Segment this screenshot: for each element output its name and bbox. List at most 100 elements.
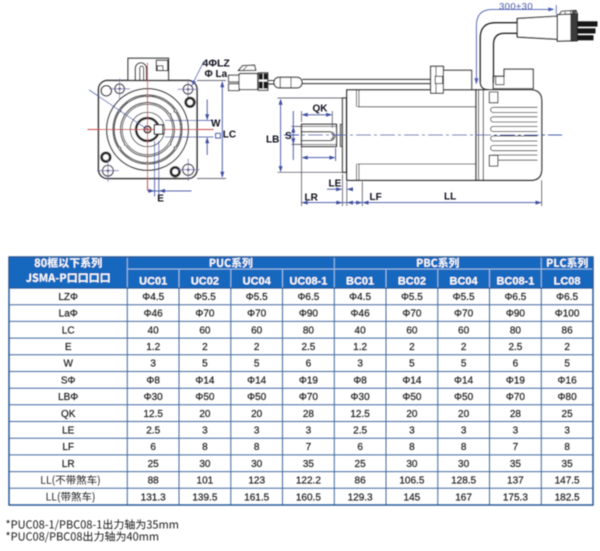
svg-text:30: 30 (458, 459, 470, 470)
svg-text:3: 3 (409, 426, 415, 437)
svg-text:3: 3 (564, 426, 570, 437)
svg-text:60: 60 (406, 325, 418, 336)
svg-text:Φ5.5: Φ5.5 (246, 292, 268, 303)
svg-text:30: 30 (251, 459, 263, 470)
svg-text:2: 2 (254, 342, 260, 353)
svg-text:7: 7 (513, 442, 519, 453)
svg-text:Φ14: Φ14 (247, 375, 267, 386)
svg-text:UC02: UC02 (191, 275, 219, 287)
svg-text:20: 20 (251, 409, 263, 420)
svg-text:Φ19: Φ19 (299, 375, 319, 386)
svg-text:Φ80: Φ80 (558, 392, 578, 403)
svg-text:E: E (65, 342, 72, 353)
svg-text:139.5: 139.5 (192, 492, 217, 503)
svg-text:W: W (211, 119, 221, 130)
svg-text:Φ70: Φ70 (454, 309, 474, 320)
svg-text:QK: QK (313, 104, 329, 115)
svg-text:86: 86 (562, 325, 574, 336)
svg-text:LL: LL (444, 192, 456, 203)
svg-text:Φ70: Φ70 (247, 309, 267, 320)
svg-text:123: 123 (248, 476, 265, 487)
svg-text:Φ16: Φ16 (558, 375, 578, 386)
svg-text:122.2: 122.2 (296, 476, 321, 487)
svg-text:BC02: BC02 (398, 275, 426, 287)
svg-text:300±30: 300±30 (499, 1, 533, 12)
svg-text:Φ70: Φ70 (402, 309, 422, 320)
svg-text:40: 40 (148, 325, 160, 336)
svg-text:6: 6 (306, 359, 312, 370)
svg-text:4ΦLZ: 4ΦLZ (203, 58, 231, 70)
svg-text:Φ6.5: Φ6.5 (556, 292, 578, 303)
svg-text:131.3: 131.3 (141, 492, 166, 503)
svg-text:Φ70: Φ70 (195, 309, 215, 320)
svg-text:5: 5 (202, 359, 208, 370)
svg-text:Φ46: Φ46 (144, 309, 164, 320)
svg-text:UC08-1: UC08-1 (289, 275, 327, 287)
svg-text:E: E (157, 194, 164, 205)
svg-text:1.2: 1.2 (146, 342, 160, 353)
svg-text:2: 2 (202, 342, 208, 353)
svg-text:W: W (63, 359, 73, 370)
svg-text:3: 3 (202, 426, 208, 437)
svg-text:182.5: 182.5 (555, 492, 580, 503)
svg-text:6: 6 (150, 442, 156, 453)
svg-text:128.5: 128.5 (451, 476, 476, 487)
svg-text:129.3: 129.3 (348, 492, 373, 503)
svg-text:2: 2 (409, 342, 415, 353)
svg-text:Φ6.5: Φ6.5 (297, 292, 319, 303)
svg-text:S: S (285, 131, 292, 142)
svg-text:Φ5.5: Φ5.5 (401, 292, 423, 303)
svg-text:8: 8 (409, 442, 415, 453)
svg-text:147.5: 147.5 (555, 476, 580, 487)
svg-text:Φ50: Φ50 (195, 392, 215, 403)
svg-text:2: 2 (461, 342, 467, 353)
svg-text:3: 3 (306, 426, 312, 437)
svg-text:Φ70: Φ70 (506, 392, 526, 403)
svg-text:30: 30 (406, 459, 418, 470)
svg-text:2: 2 (564, 342, 570, 353)
svg-text:2.5: 2.5 (146, 426, 160, 437)
svg-text:Φ14: Φ14 (195, 375, 215, 386)
svg-text:2.5: 2.5 (301, 342, 315, 353)
svg-text:30: 30 (199, 459, 211, 470)
svg-text:Φ30: Φ30 (144, 392, 164, 403)
svg-text:BC01: BC01 (346, 275, 374, 287)
svg-text:Φ4.5: Φ4.5 (349, 292, 371, 303)
svg-text:25: 25 (355, 459, 367, 470)
svg-text:2.5: 2.5 (353, 426, 367, 437)
svg-text:Φ30: Φ30 (351, 392, 371, 403)
svg-text:35: 35 (510, 459, 522, 470)
svg-text:175.3: 175.3 (503, 492, 528, 503)
svg-text:LF: LF (62, 442, 74, 453)
svg-text:Φ50: Φ50 (454, 392, 474, 403)
svg-text:167: 167 (455, 492, 472, 503)
svg-text:5: 5 (461, 359, 467, 370)
svg-text:LE: LE (329, 179, 342, 190)
svg-text:60: 60 (199, 325, 211, 336)
svg-text:5: 5 (409, 359, 415, 370)
svg-text:Φ50: Φ50 (402, 392, 422, 403)
svg-text:3: 3 (150, 359, 156, 370)
svg-text:160.5: 160.5 (296, 492, 321, 503)
svg-text:Φ14: Φ14 (402, 375, 422, 386)
svg-text:6: 6 (357, 442, 363, 453)
svg-text:6: 6 (513, 359, 519, 370)
svg-text:Φ90: Φ90 (506, 309, 526, 320)
svg-text:Φ19: Φ19 (506, 375, 526, 386)
svg-text:LR: LR (305, 193, 319, 204)
svg-text:88: 88 (148, 476, 160, 487)
svg-text:35: 35 (303, 459, 315, 470)
svg-text:5: 5 (564, 359, 570, 370)
svg-text:12.5: 12.5 (143, 409, 163, 420)
svg-text:86: 86 (355, 476, 367, 487)
svg-text:3: 3 (513, 426, 519, 437)
svg-text:Φ50: Φ50 (247, 392, 267, 403)
svg-text:106.5: 106.5 (399, 476, 424, 487)
svg-text:1.2: 1.2 (353, 342, 367, 353)
svg-text:SΦ: SΦ (61, 375, 76, 386)
svg-text:35: 35 (562, 459, 574, 470)
svg-text:28: 28 (510, 409, 522, 420)
svg-text:25: 25 (148, 459, 160, 470)
svg-text:LBΦ: LBΦ (58, 392, 78, 403)
svg-text:LB: LB (266, 135, 279, 146)
